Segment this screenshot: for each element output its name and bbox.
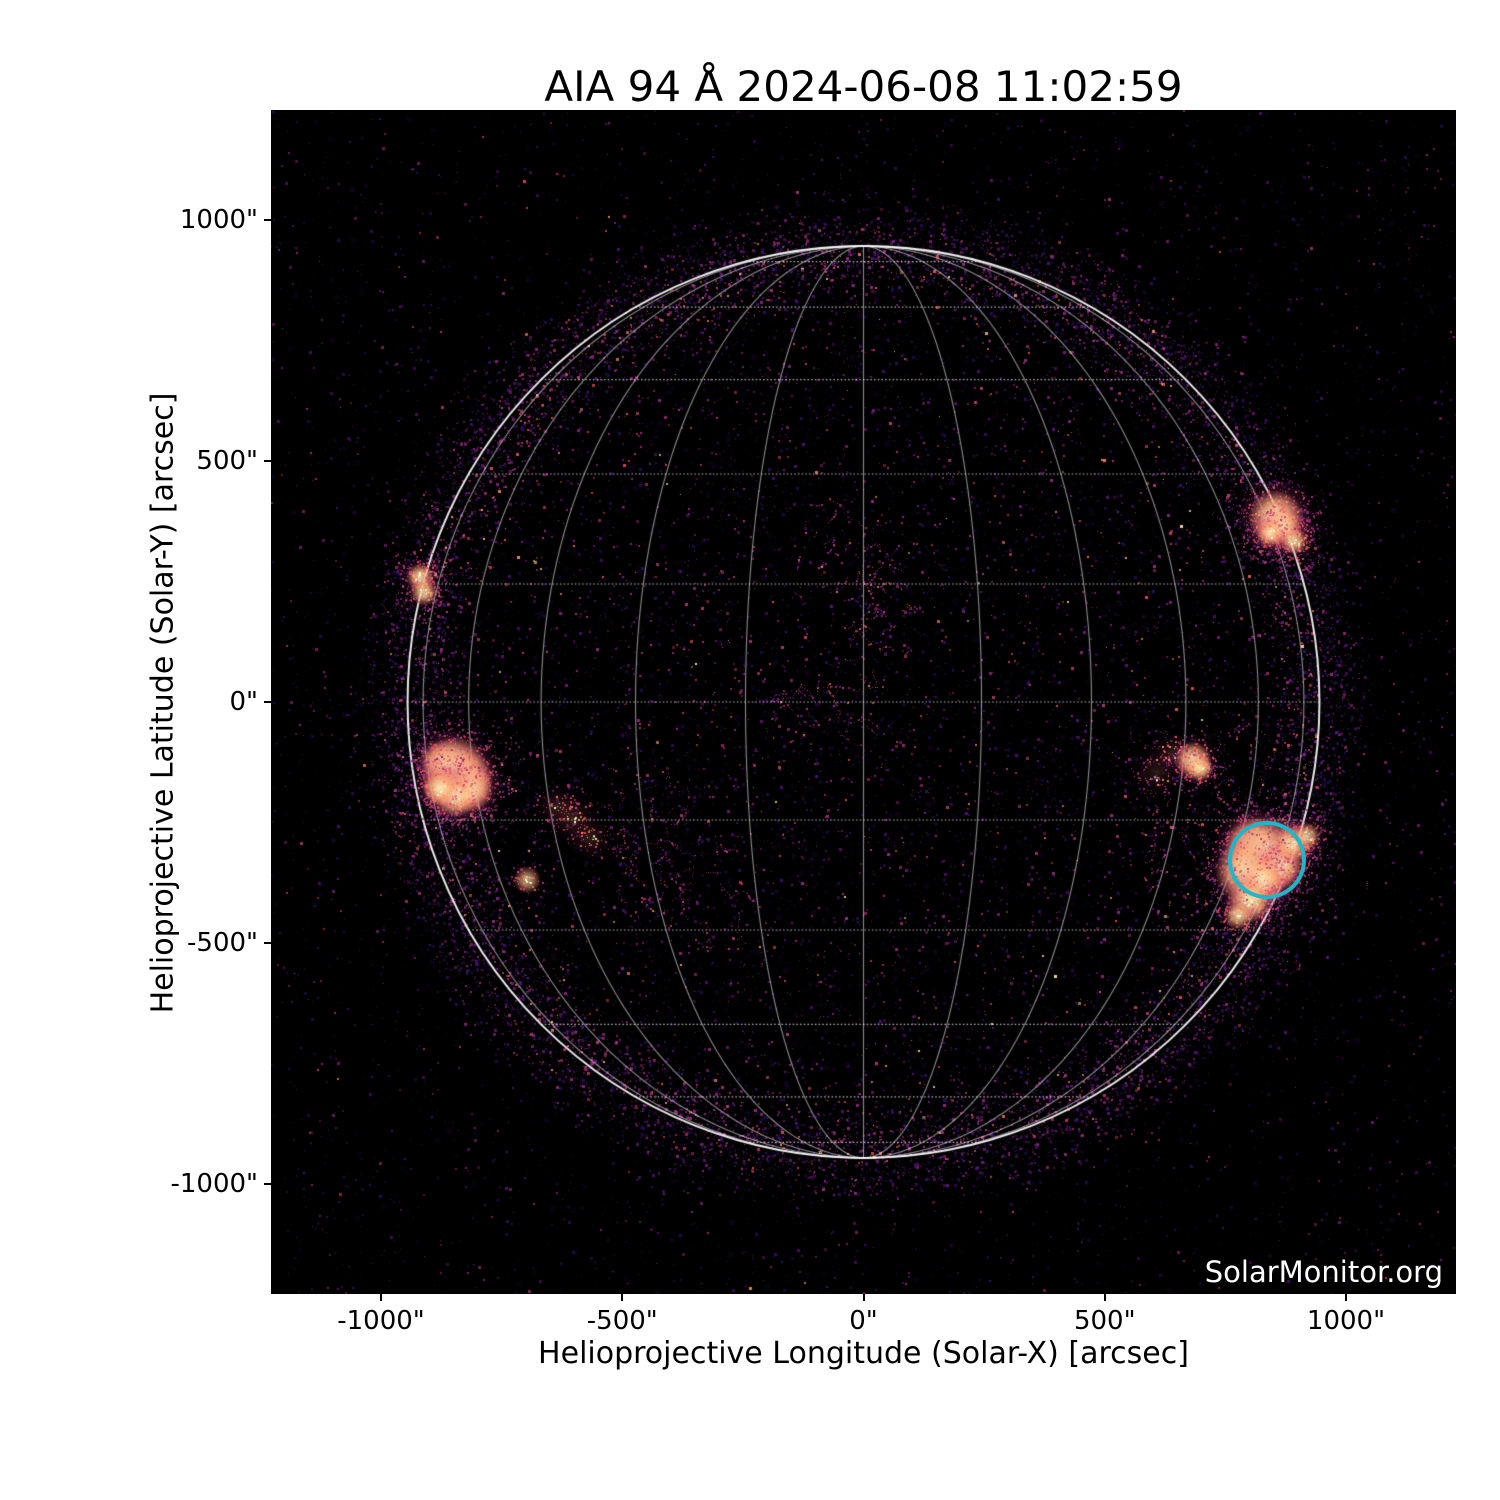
y-tick-label: -500" <box>187 928 258 959</box>
chart-title: AIA 94 Å 2024-06-08 11:02:59 <box>544 62 1183 111</box>
x-tick-mark <box>862 1294 865 1301</box>
y-tick-label: 500" <box>196 445 258 476</box>
y-tick-label: 0" <box>229 687 258 717</box>
x-tick-mark <box>1344 1294 1347 1301</box>
x-tick-label: -1000" <box>337 1306 425 1336</box>
y-tick-mark <box>264 701 271 703</box>
x-tick-mark <box>380 1294 382 1301</box>
y-axis-label-text: Helioprojective Latitude (Solar-Y) [arcs… <box>145 392 181 1014</box>
watermark-text: SolarMonitor.org <box>1204 1255 1443 1289</box>
x-tick-label: 500" <box>1073 1306 1136 1336</box>
y-tick-mark <box>264 1183 271 1186</box>
y-tick-mark <box>264 218 271 221</box>
y-tick-label: -1000" <box>170 1169 258 1200</box>
x-tick-label: 1000" <box>1306 1306 1386 1336</box>
x-tick-label: -500" <box>586 1306 658 1336</box>
x-axis-label: Helioprojective Longitude (Solar-X) [arc… <box>538 1336 1189 1371</box>
flare-annotation-circle <box>1227 820 1306 899</box>
x-tick-mark <box>1103 1294 1106 1301</box>
x-tick-mark <box>621 1294 624 1301</box>
y-tick-label: 1000" <box>179 204 258 235</box>
y-tick-mark <box>264 942 271 945</box>
x-tick-label: 0" <box>849 1306 878 1336</box>
solar-image-canvas <box>271 110 1456 1294</box>
plot-area: SolarMonitor.org <box>271 110 1456 1294</box>
y-tick-mark <box>264 459 271 462</box>
